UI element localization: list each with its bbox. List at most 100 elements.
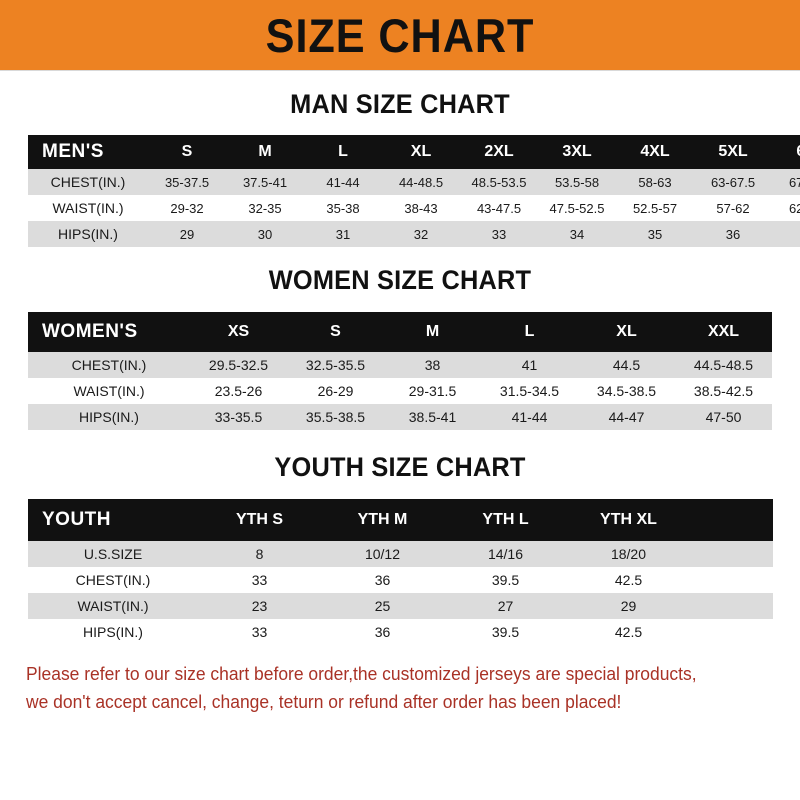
men-chest-6xl: 67.5-72 — [788, 174, 800, 190]
men-header-cell-4: XL — [410, 143, 432, 160]
table-row: U.S.SIZE 8 10/12 14/16 18/20 — [28, 541, 773, 567]
youth-chest-yths: 33 — [251, 572, 268, 588]
men-header-cell-2: M — [258, 143, 272, 160]
men-waist-3xl: 47.5-52.5 — [549, 200, 605, 216]
women-header-cell-0: WOMEN'S — [42, 321, 138, 342]
men-hips-m: 30 — [257, 226, 273, 242]
table-row: CHEST(IN.) 33 36 39.5 42.5 — [28, 567, 773, 593]
section-man: MAN SIZE CHART MEN'S S M L XL 2XL 3XL 4X… — [0, 91, 800, 247]
youth-row-label-hips: HIPS(IN.) — [83, 624, 143, 640]
men-header-cell-0: MEN'S — [42, 141, 104, 162]
youth-header-cell-5 — [690, 499, 773, 541]
women-chest-s: 32.5-35.5 — [305, 357, 366, 373]
youth-hips-ythl: 39.5 — [491, 624, 520, 640]
men-header-cell-8: 5XL — [718, 143, 748, 160]
table-row: HIPS(IN.) 33 36 39.5 42.5 — [28, 619, 773, 645]
men-waist-2xl: 43-47.5 — [476, 200, 522, 216]
youth-header-cell-3: YTH L — [482, 511, 529, 528]
men-hips-s: 29 — [179, 226, 195, 242]
women-hips-xs: 33-35.5 — [214, 409, 263, 425]
men-header-cell-3: L — [338, 143, 348, 160]
women-size-table: WOMEN'S XS S M L XL XXL CHEST(IN.) 29.5-… — [28, 312, 772, 430]
order-policy-note: Please refer to our size chart before or… — [26, 661, 752, 717]
youth-chest-ythxl: 42.5 — [614, 572, 643, 588]
women-chest-m: 38 — [424, 357, 441, 373]
table-row: WAIST(IN.) 23 25 27 29 — [28, 593, 773, 619]
table-row: HIPS(IN.) 33-35.5 35.5-38.5 38.5-41 41-4… — [28, 404, 772, 430]
men-chest-m: 37.5-41 — [242, 174, 288, 190]
men-chest-5xl: 63-67.5 — [710, 174, 756, 190]
youth-header-cell-0: YOUTH — [42, 509, 111, 530]
section-title-man: MAN SIZE CHART — [290, 89, 510, 119]
men-header-cell-6: 3XL — [562, 143, 592, 160]
youth-ussize-pad — [690, 541, 773, 567]
women-hips-m: 38.5-41 — [408, 409, 457, 425]
women-waist-xl: 34.5-38.5 — [596, 383, 657, 399]
women-hips-xl: 44-47 — [608, 409, 645, 425]
youth-ussize-ythxl: 18/20 — [610, 546, 647, 562]
youth-ussize-yths: 8 — [255, 546, 264, 562]
youth-table-header-row: YOUTH YTH S YTH M YTH L YTH XL — [28, 499, 773, 541]
men-chest-xl: 44-48.5 — [398, 174, 444, 190]
men-waist-xl: 38-43 — [404, 200, 438, 216]
order-policy-note-line-1: Please refer to our size chart before or… — [26, 664, 697, 684]
men-hips-2xl: 33 — [491, 226, 507, 242]
youth-waist-ythm: 25 — [374, 598, 391, 614]
youth-chest-ythm: 36 — [374, 572, 391, 588]
women-chest-xs: 29.5-32.5 — [208, 357, 269, 373]
women-chest-l: 41 — [521, 357, 538, 373]
women-row-label-waist: WAIST(IN.) — [73, 383, 145, 399]
youth-hips-yths: 33 — [251, 624, 268, 640]
page-banner: SIZE CHART — [0, 0, 800, 71]
order-policy-note-line-2: we don't accept cancel, change, teturn o… — [26, 691, 622, 712]
men-row-label-waist: WAIST(IN.) — [52, 200, 124, 216]
section-youth: YOUTH SIZE CHART YOUTH YTH S YTH M YTH L… — [0, 454, 800, 645]
men-row-label-hips: HIPS(IN.) — [58, 226, 118, 242]
women-table-header-row: WOMEN'S XS S M L XL XXL — [28, 312, 772, 352]
men-waist-6xl: 62-66.5 — [788, 200, 800, 216]
youth-ussize-ythm: 10/12 — [364, 546, 401, 562]
women-waist-m: 29-31.5 — [408, 383, 457, 399]
men-chest-3xl: 53.5-58 — [554, 174, 600, 190]
men-waist-s: 29-32 — [170, 200, 204, 216]
men-chest-s: 35-37.5 — [164, 174, 210, 190]
youth-header-cell-2: YTH M — [357, 511, 408, 528]
men-size-table: MEN'S S M L XL 2XL 3XL 4XL 5XL 6XL CHEST… — [28, 135, 800, 247]
table-row: WAIST(IN.) 29-32 32-35 35-38 38-43 43-47… — [28, 195, 800, 221]
women-header-cell-5: XL — [616, 323, 637, 340]
youth-row-label-waist: WAIST(IN.) — [77, 598, 149, 614]
youth-hips-ythxl: 42.5 — [614, 624, 643, 640]
table-row: HIPS(IN.) 29 30 31 32 33 34 35 36 37 — [28, 221, 800, 247]
men-hips-l: 31 — [335, 226, 351, 242]
youth-header-cell-4: YTH XL — [600, 511, 657, 528]
youth-row-label-ussize: U.S.SIZE — [83, 546, 143, 562]
women-row-label-chest: CHEST(IN.) — [71, 357, 147, 373]
table-row: CHEST(IN.) 35-37.5 37.5-41 41-44 44-48.5… — [28, 169, 800, 195]
men-hips-6xl: 37 — [772, 221, 800, 247]
women-chest-xl: 44.5 — [612, 357, 641, 373]
women-waist-xxl: 38.5-42.5 — [693, 383, 754, 399]
table-row: WAIST(IN.) 23.5-26 26-29 29-31.5 31.5-34… — [28, 378, 772, 404]
men-waist-5xl: 57-62 — [716, 200, 750, 216]
men-chest-l: 41-44 — [326, 174, 360, 190]
youth-header-cell-1: YTH S — [235, 511, 284, 528]
women-hips-s: 35.5-38.5 — [305, 409, 366, 425]
youth-size-table: YOUTH YTH S YTH M YTH L YTH XL U.S.SIZE … — [28, 499, 773, 645]
youth-waist-yths: 23 — [251, 598, 268, 614]
women-hips-xxl: 47-50 — [705, 409, 742, 425]
men-header-cell-9: 6XL — [772, 135, 800, 169]
men-waist-m: 32-35 — [248, 200, 282, 216]
youth-hips-pad — [690, 619, 773, 645]
women-header-cell-6: XXL — [707, 323, 740, 340]
youth-chest-pad — [690, 567, 773, 593]
women-waist-s: 26-29 — [317, 383, 354, 399]
women-header-cell-4: L — [524, 323, 535, 340]
section-women: WOMEN SIZE CHART WOMEN'S XS S M L XL XXL… — [0, 267, 800, 430]
men-row-label-chest: CHEST(IN.) — [50, 174, 126, 190]
youth-waist-ythxl: 29 — [620, 598, 637, 614]
youth-waist-pad — [690, 593, 773, 619]
men-hips-3xl: 34 — [569, 226, 585, 242]
men-chest-2xl: 48.5-53.5 — [471, 174, 527, 190]
section-title-women: WOMEN SIZE CHART — [268, 265, 532, 295]
men-hips-xl: 32 — [413, 226, 429, 242]
